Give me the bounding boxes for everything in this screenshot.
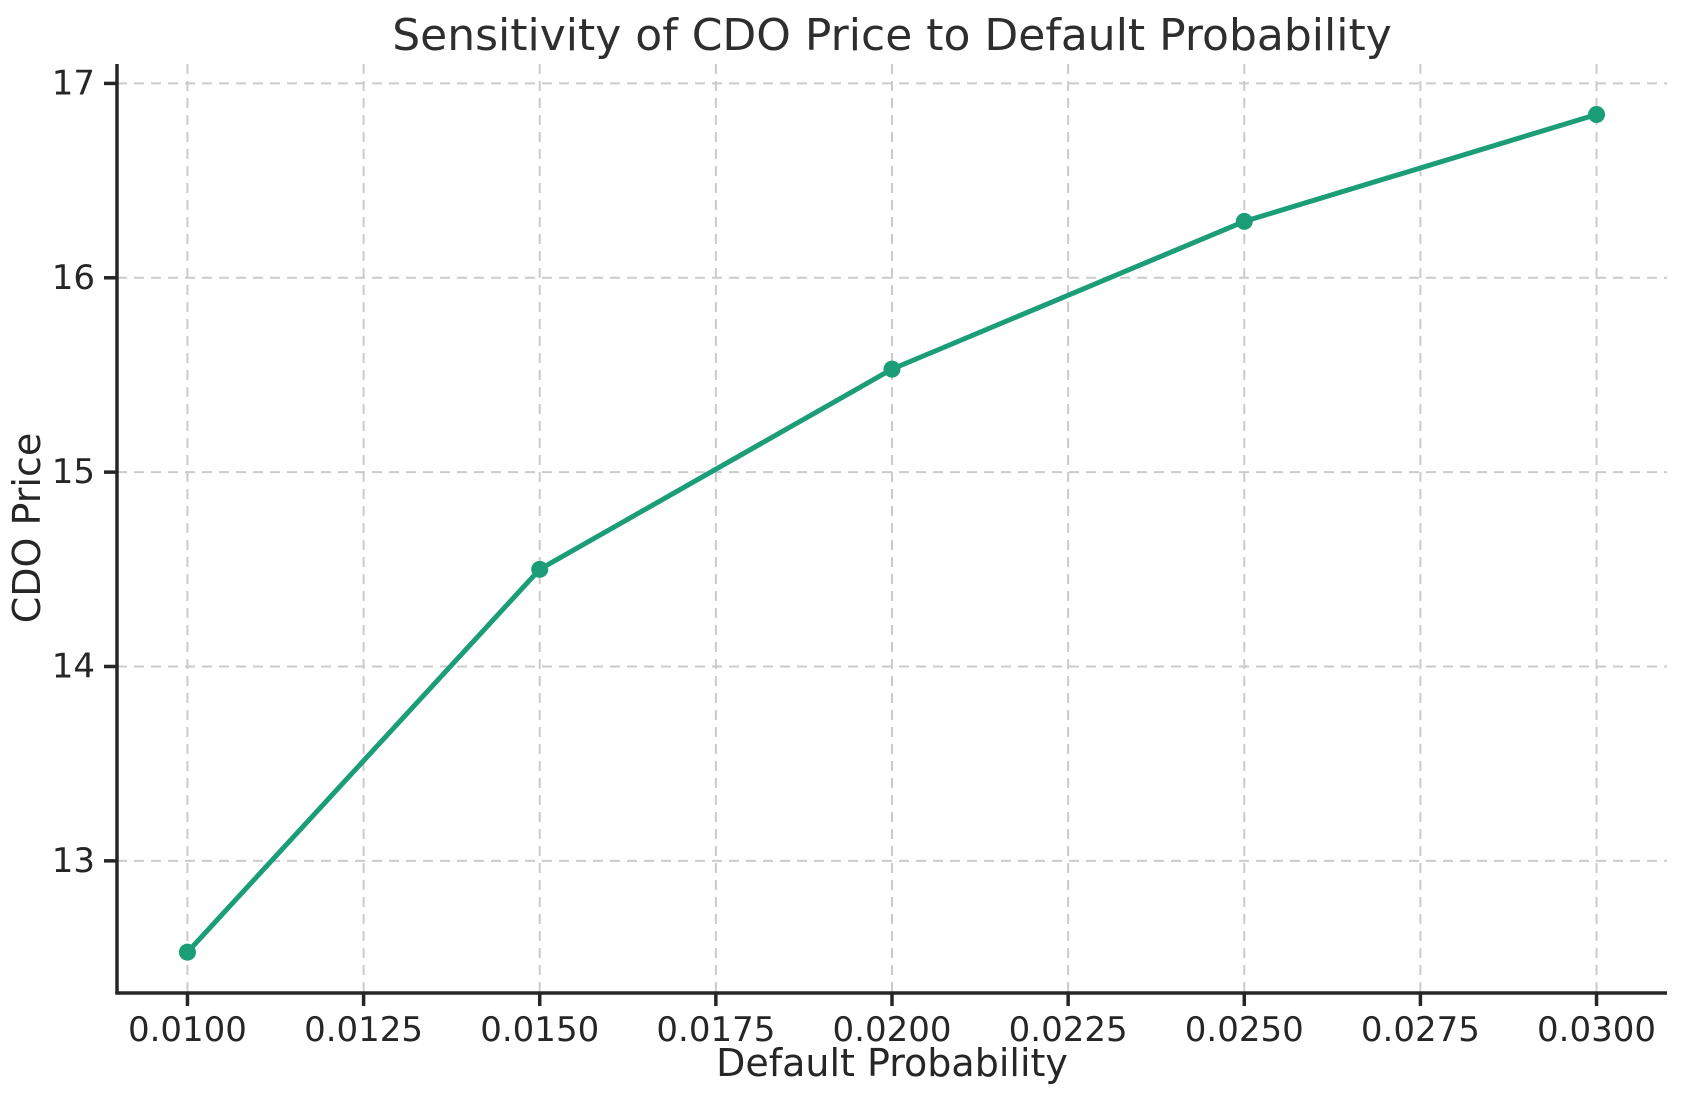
x-tick-label: 0.0175 (656, 1010, 775, 1050)
data-point-marker (883, 360, 901, 378)
x-tick-label: 0.0275 (1361, 1010, 1480, 1050)
y-tick-label: 17 (52, 63, 95, 103)
data-point-marker (1235, 212, 1253, 230)
x-tick-label: 0.0100 (128, 1010, 247, 1050)
data-series-layer (178, 106, 1606, 961)
data-point-marker (531, 560, 549, 578)
chart-title: Sensitivity of CDO Price to Default Prob… (392, 10, 1392, 61)
tick-marks-layer (104, 81, 1599, 1006)
x-tick-label: 0.0225 (1009, 1010, 1128, 1050)
x-tick-label: 0.0250 (1185, 1010, 1304, 1050)
x-tick-label: 0.0125 (304, 1010, 423, 1050)
y-axis-label: CDO Price (5, 433, 49, 623)
data-point-marker (1588, 106, 1606, 124)
x-tick-label: 0.0300 (1537, 1010, 1656, 1050)
y-tick-label: 13 (52, 841, 95, 881)
tick-labels-layer: 13 14 15 16 17 0.0100 0.0125 0.0150 0.0175 0.0200… (52, 63, 1656, 1050)
y-tick-label: 16 (52, 258, 95, 298)
data-point-marker (178, 943, 196, 961)
x-tick-label: 0.0200 (833, 1010, 952, 1050)
gridlines-layer (117, 64, 1667, 993)
y-tick-label: 15 (52, 452, 95, 492)
x-tick-label: 0.0150 (480, 1010, 599, 1050)
y-tick-label: 14 (52, 646, 95, 686)
x-axis-label: Default Probability (716, 1041, 1068, 1085)
